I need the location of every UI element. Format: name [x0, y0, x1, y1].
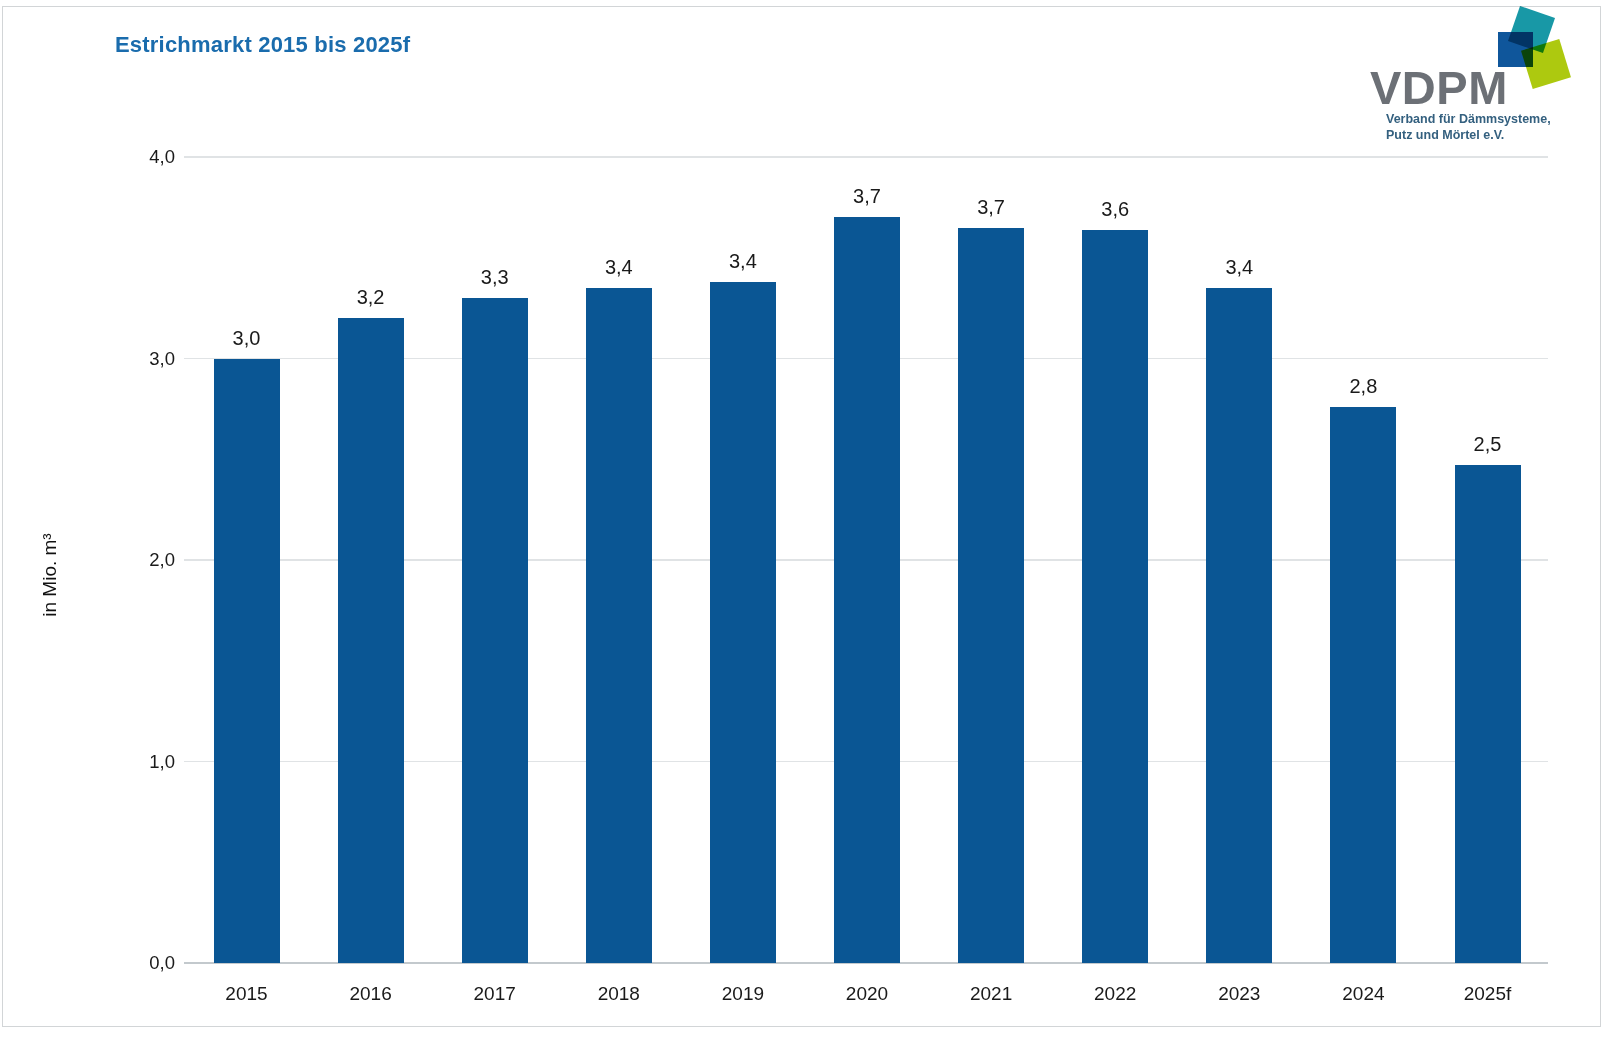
y-tick-label: 1,0	[95, 750, 175, 774]
x-tick-label-2017: 2017	[445, 982, 545, 1006]
bar-value-label-2018: 3,4	[574, 254, 664, 280]
y-axis-title: in Mio. m³	[39, 455, 65, 695]
bar-value-label-2021: 3,7	[946, 194, 1036, 220]
x-tick-label-2020: 2020	[817, 982, 917, 1006]
bar-value-label-2015: 3,0	[202, 325, 292, 351]
bar-value-label-2023: 3,4	[1194, 254, 1284, 280]
x-tick-label-2024: 2024	[1313, 982, 1413, 1006]
bar-2024	[1330, 407, 1396, 963]
bar-value-label-2022: 3,6	[1070, 196, 1160, 222]
x-tick-label-2019: 2019	[693, 982, 793, 1006]
bar-2015	[214, 359, 280, 964]
y-tick-label: 4,0	[95, 145, 175, 169]
y-tick-label: 2,0	[95, 548, 175, 572]
bar-2020	[834, 217, 900, 963]
x-tick-label-2018: 2018	[569, 982, 669, 1006]
chart-card: Estrichmarkt 2015 bis 2025f VDPM Verband…	[0, 0, 1608, 1054]
x-tick-label-2016: 2016	[321, 982, 421, 1006]
bar-2019	[710, 282, 776, 963]
bar-2023	[1206, 288, 1272, 963]
bar-value-label-2016: 3,2	[326, 284, 416, 310]
bar-value-label-2017: 3,3	[450, 264, 540, 290]
x-tick-label-2021: 2021	[941, 982, 1041, 1006]
bar-2018	[586, 288, 652, 963]
x-tick-label-2023: 2023	[1189, 982, 1289, 1006]
bar-value-label-2019: 3,4	[698, 248, 788, 274]
bar-chart-plot-area: in Mio. m³ 0,0 1,0 2,0 3,0 4,0 3,0 3,2 3,3 3,4 3…	[0, 0, 1608, 1054]
bar-2022	[1082, 230, 1148, 963]
x-tick-label-2025f: 2025f	[1438, 982, 1538, 1006]
bar-value-label-2024: 2,8	[1318, 373, 1408, 399]
x-tick-label-2022: 2022	[1065, 982, 1165, 1006]
y-tick-label: 3,0	[95, 347, 175, 371]
x-tick-label-2015: 2015	[197, 982, 297, 1006]
bar-2017	[462, 298, 528, 963]
gridline-4,0	[184, 156, 1548, 158]
bar-2025f	[1455, 465, 1521, 963]
bar-value-label-2020: 3,7	[822, 183, 912, 209]
bar-2016	[338, 318, 404, 963]
bar-value-label-2025f: 2,5	[1443, 431, 1533, 457]
bar-2021	[958, 228, 1024, 963]
y-tick-label: 0,0	[95, 951, 175, 975]
